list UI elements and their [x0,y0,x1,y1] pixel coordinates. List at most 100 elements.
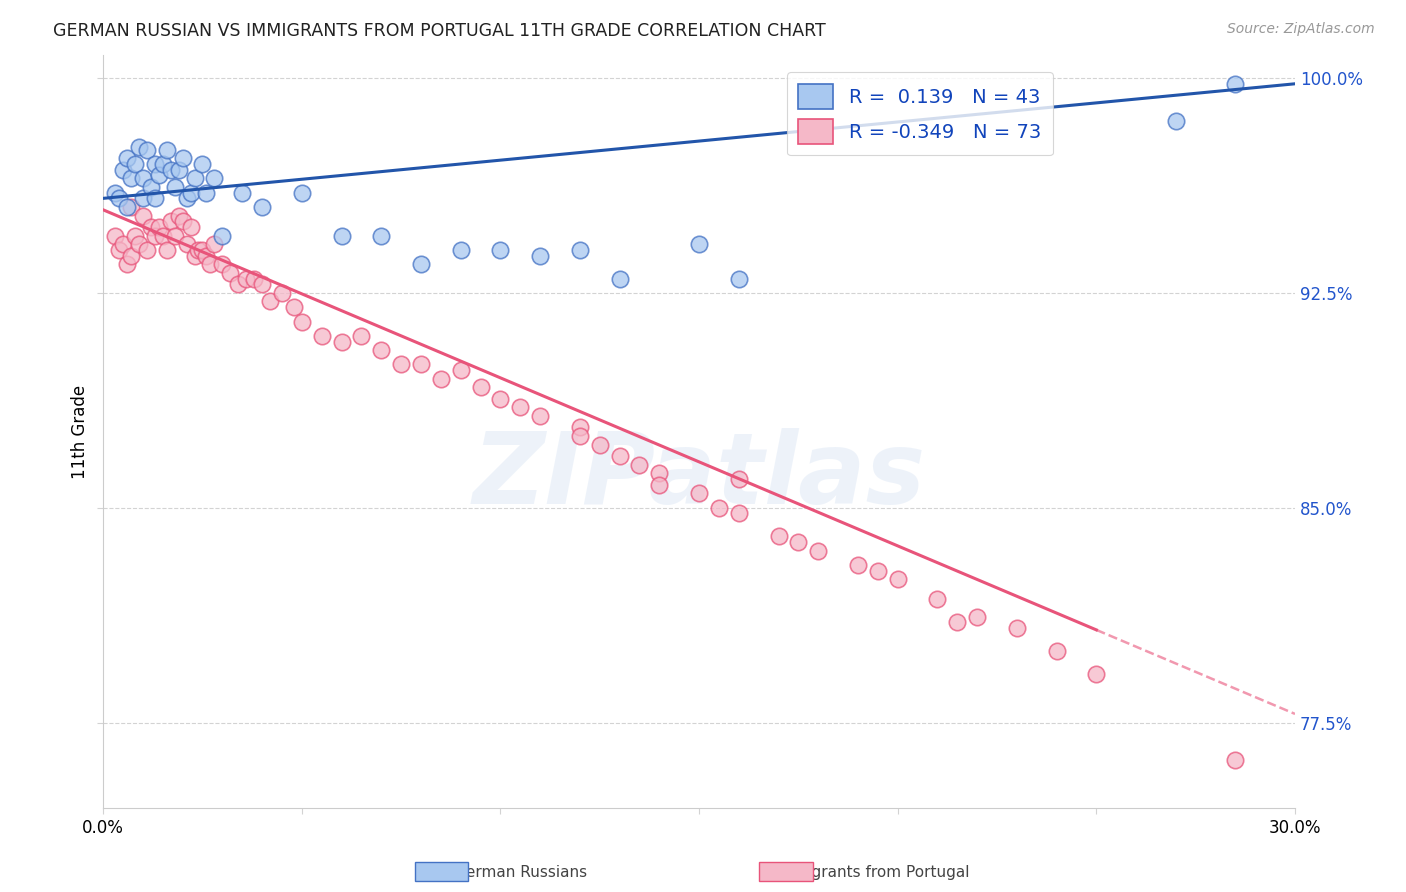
Point [108,243,131,257]
Point [727,507,749,521]
Point [167,209,190,223]
Point [311,329,333,343]
Point [139,219,162,234]
Point [180,186,202,200]
Point [163,180,186,194]
Point [1164,114,1187,128]
Point [727,271,749,285]
Point [172,214,194,228]
Point [291,186,314,200]
Point [176,191,198,205]
Point [450,243,472,257]
Point [235,271,257,285]
Point [330,334,353,349]
Point [966,609,988,624]
Point [108,191,131,205]
Point [191,157,214,171]
Point [159,162,181,177]
Point [143,191,166,205]
Point [148,219,170,234]
Point [231,186,253,200]
Text: GERMAN RUSSIAN VS IMMIGRANTS FROM PORTUGAL 11TH GRADE CORRELATION CHART: GERMAN RUSSIAN VS IMMIGRANTS FROM PORTUG… [53,22,827,40]
Point [172,151,194,165]
Point [128,237,150,252]
Y-axis label: 11th Grade: 11th Grade [72,384,89,479]
Point [489,392,512,406]
Point [807,543,830,558]
Point [430,372,453,386]
Point [568,420,591,434]
Point [609,271,631,285]
Text: Immigrants from Portugal: Immigrants from Portugal [773,865,970,880]
Point [259,294,281,309]
Point [226,277,249,292]
Point [787,535,810,549]
Point [648,467,671,481]
Point [1046,644,1069,658]
Point [628,458,651,472]
Point [688,486,710,500]
Point [139,180,162,194]
Point [128,140,150,154]
Point [283,300,305,314]
Point [187,243,209,257]
Point [195,186,218,200]
Point [509,401,531,415]
Point [370,343,392,358]
Text: German Russians: German Russians [454,865,586,880]
Point [219,266,242,280]
Point [191,243,214,257]
Text: Source: ZipAtlas.com: Source: ZipAtlas.com [1227,22,1375,37]
Point [156,243,179,257]
Point [250,277,273,292]
Point [409,257,432,271]
Point [211,228,233,243]
Point [609,449,631,463]
Point [389,358,412,372]
Point [115,200,138,214]
Point [727,472,749,486]
Point [104,186,127,200]
Point [163,228,186,243]
Point [115,151,138,165]
Point [211,257,233,271]
Point [124,228,146,243]
Point [370,228,392,243]
Point [120,249,142,263]
Point [132,209,155,223]
Point [529,409,551,423]
Point [167,162,190,177]
Text: ZIPatlas: ZIPatlas [472,428,925,525]
Point [409,358,432,372]
Point [1225,77,1247,91]
Point [1225,753,1247,767]
Point [946,615,969,630]
Point [1005,621,1028,635]
Point [159,214,181,228]
Point [768,529,790,543]
Point [688,237,710,252]
Point [111,162,134,177]
Point [489,243,512,257]
Point [135,143,157,157]
Point [120,200,142,214]
Point [111,237,134,252]
Point [132,191,155,205]
Point [202,171,225,186]
Legend: R =  0.139   N = 43, R = -0.349   N = 73: R = 0.139 N = 43, R = -0.349 N = 73 [787,72,1053,155]
Point [330,228,353,243]
Point [180,219,202,234]
Point [183,171,205,186]
Point [183,249,205,263]
Point [120,171,142,186]
Point [927,592,949,607]
Point [115,257,138,271]
Point [589,438,612,452]
Point [176,237,198,252]
Point [152,228,174,243]
Point [250,200,273,214]
Point [1085,666,1108,681]
Point [202,237,225,252]
Point [156,143,179,157]
Point [143,157,166,171]
